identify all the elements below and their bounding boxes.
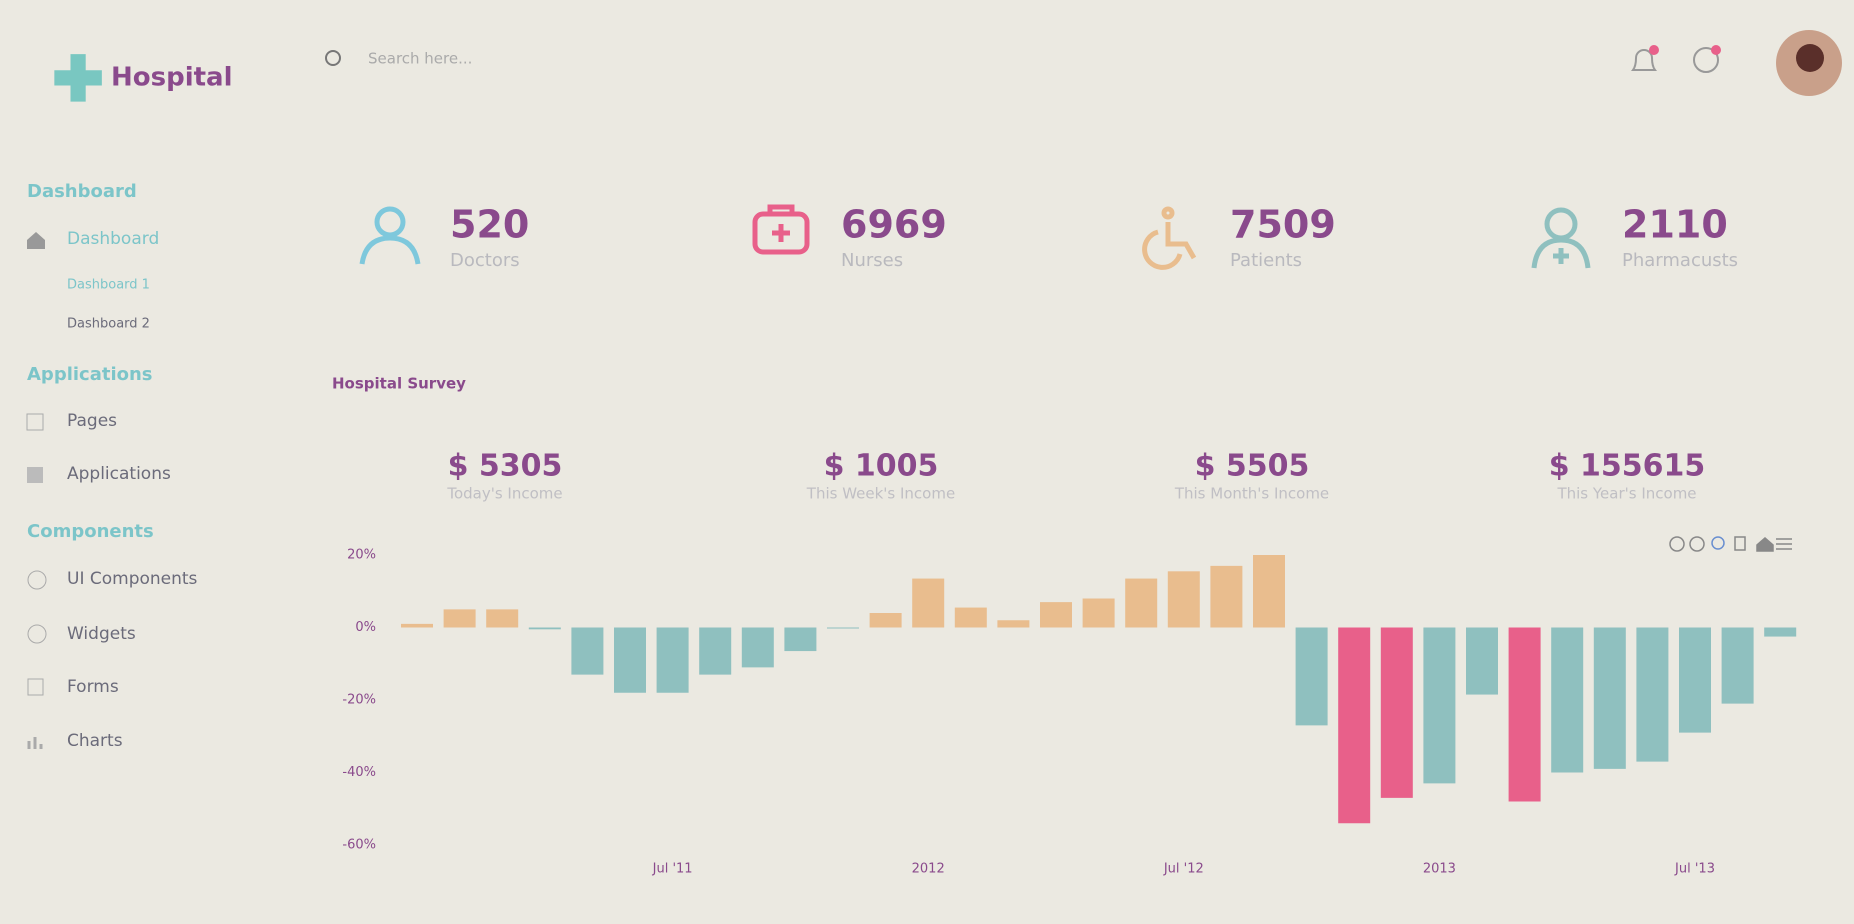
income-value: $ 5305 (448, 449, 563, 484)
chart: 20% 0% -20% -40% -60% Jul '11 2012 Jul '12 2013 J… (342, 548, 1797, 877)
stat-label: Nurses (841, 250, 903, 271)
widgets-icon (27, 624, 47, 644)
zoom-in[interactable] (1669, 536, 1685, 552)
bar (741, 627, 774, 668)
nav-item[interactable]: Applications (67, 464, 171, 484)
bar (1636, 627, 1669, 762)
bar (1508, 627, 1541, 802)
y-tick-label: -20% (342, 693, 376, 708)
stat-value: 520 (450, 203, 529, 247)
bar (1210, 565, 1243, 628)
survey-title: Hospital Survey (332, 375, 466, 393)
stat-value: 7509 (1230, 203, 1336, 247)
bar (1380, 627, 1413, 798)
charts-icon (27, 737, 43, 749)
nav-subitem[interactable]: Dashboard 2 (67, 317, 150, 332)
bar (486, 609, 519, 628)
income-label: This Year's Income (1556, 485, 1696, 503)
nav-item[interactable]: UI Components (67, 569, 198, 589)
menu[interactable] (1776, 538, 1792, 550)
y-tick-label: 20% (347, 548, 376, 563)
bar (528, 627, 561, 630)
sidebar: Dashboard Dashboard Dashboard 1 Dashboar… (26, 181, 198, 751)
pages-icon (26, 413, 44, 431)
stat-label: Doctors (450, 250, 520, 271)
bar (1679, 627, 1711, 733)
income-label: This Month's Income (1174, 485, 1329, 503)
home-icon (27, 232, 45, 249)
stat-label: Pharmacusts (1622, 250, 1738, 271)
bar (1082, 598, 1115, 628)
bar (1593, 627, 1626, 769)
bar (954, 607, 987, 628)
stat-value: 6969 (841, 203, 947, 247)
forms-icon (27, 678, 44, 696)
bar (571, 627, 604, 675)
messages[interactable] (1693, 45, 1721, 73)
y-tick-label: -60% (342, 838, 376, 853)
chart-toolbar (1669, 536, 1792, 552)
y-tick-label: 0% (355, 620, 376, 635)
y-tick-label: -40% (342, 765, 376, 780)
search-icon[interactable] (325, 50, 341, 66)
reset[interactable] (1756, 537, 1774, 552)
bar (656, 627, 689, 693)
nav-item[interactable]: Forms (67, 677, 119, 697)
bar (1423, 627, 1456, 784)
bar (1466, 627, 1498, 695)
x-tick-label: 2013 (1423, 862, 1456, 877)
avatar-face (1796, 44, 1824, 72)
income-value: $ 1005 (824, 449, 939, 484)
section-title: Components (27, 521, 154, 542)
nav-item[interactable]: Pages (67, 411, 117, 431)
zoom-out[interactable] (1689, 536, 1705, 552)
income-value: $ 155615 (1549, 449, 1706, 484)
notifications[interactable] (1631, 45, 1659, 71)
bar (1125, 578, 1158, 628)
stat-icons (359, 204, 1591, 270)
bar (1764, 627, 1797, 637)
nav-item[interactable]: Widgets (67, 624, 136, 644)
ui-icon (27, 570, 47, 590)
bar (1040, 602, 1072, 628)
bar (443, 609, 476, 628)
bar (1295, 627, 1328, 726)
bar (784, 627, 817, 652)
apps-icon (27, 467, 43, 483)
bar (997, 620, 1030, 628)
stat-value: 2110 (1622, 203, 1728, 247)
brand: Hospital (111, 63, 233, 93)
pan[interactable] (1734, 536, 1746, 551)
x-tick-label: Jul '13 (1674, 862, 1715, 877)
bar (1551, 627, 1584, 773)
stat-label: Patients (1230, 250, 1302, 271)
nav-item[interactable]: Dashboard (67, 229, 159, 249)
bar (1253, 555, 1285, 628)
x-tick-label: Jul '12 (1163, 862, 1204, 877)
income-value: $ 5505 (1195, 449, 1310, 484)
bar (401, 623, 433, 628)
nav-subitem[interactable]: Dashboard 1 (67, 278, 150, 293)
search-input[interactable]: Search here... (368, 50, 472, 68)
bar (614, 627, 646, 693)
x-tick-label: Jul '11 (652, 862, 693, 877)
nav-item[interactable]: Charts (67, 731, 123, 751)
income-label: Today's Income (446, 485, 562, 503)
logo (54, 54, 102, 102)
bar (699, 627, 732, 675)
x-tick-label: 2012 (912, 862, 945, 877)
bar (1721, 627, 1754, 704)
section-title: Dashboard (27, 181, 137, 202)
bar (1167, 571, 1200, 628)
bar (1338, 627, 1371, 824)
bar (869, 613, 902, 628)
bar (827, 627, 859, 629)
zoom[interactable] (1711, 536, 1725, 550)
bar (912, 578, 945, 628)
income-label: This Week's Income (806, 485, 955, 503)
section-title: Applications (27, 364, 153, 385)
